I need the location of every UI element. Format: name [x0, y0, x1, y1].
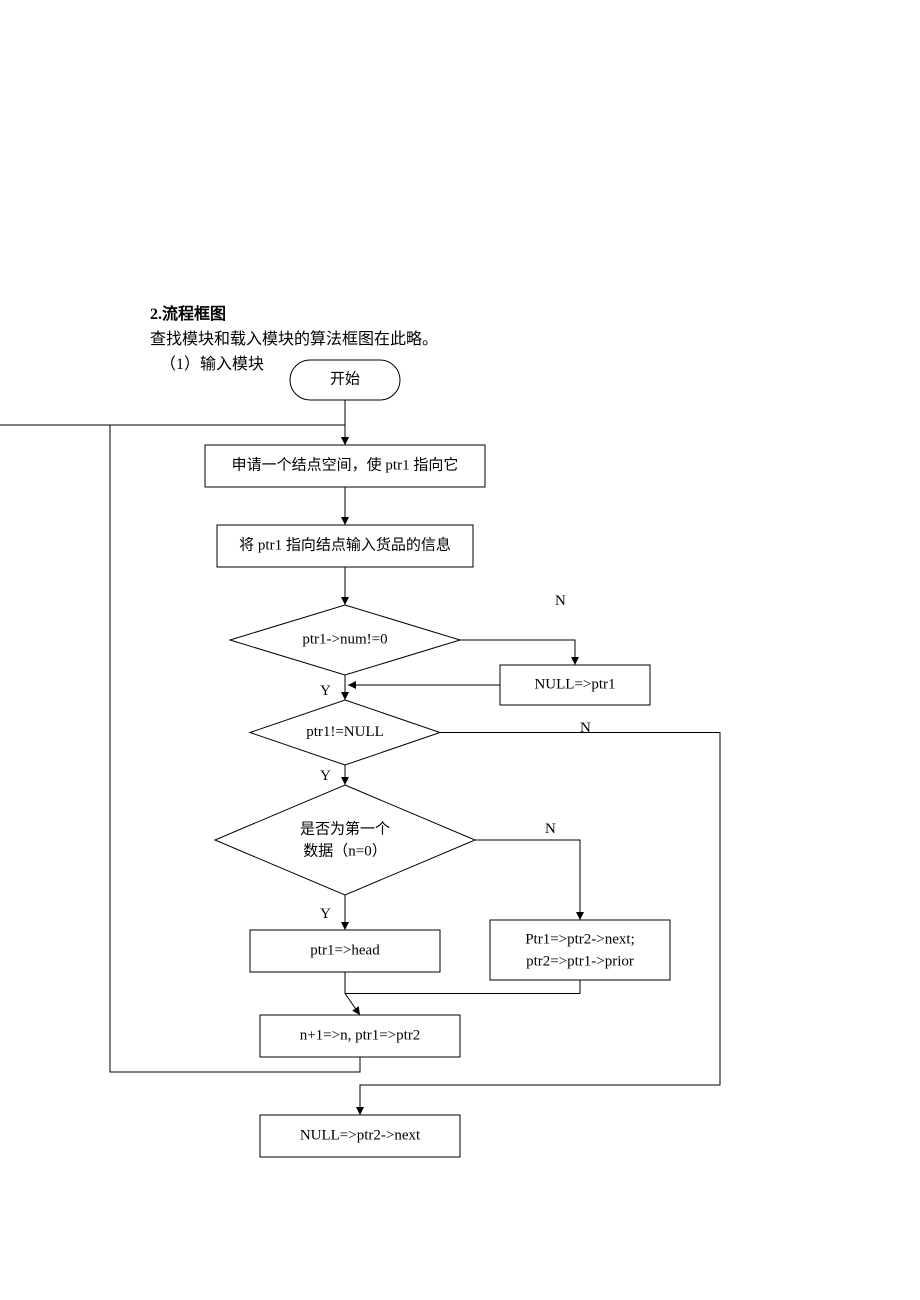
node-input: 将 ptr1 指向结点输入货品的信息 — [217, 525, 473, 567]
svg-text:Ptr1=>ptr2->next;: Ptr1=>ptr2->next; — [525, 931, 635, 947]
flowchart: 开始申请一个结点空间，使 ptr1 指向它将 ptr1 指向结点输入货品的信息 p… — [0, 0, 920, 1300]
svg-text:是否为第一个: 是否为第一个 — [300, 819, 390, 837]
node-start: 开始 — [290, 360, 400, 400]
node-final: NULL=>ptr2->next — [260, 1115, 460, 1157]
node-alloc: 申请一个结点空间，使 ptr1 指向它 — [205, 445, 485, 487]
node-d2: ptr1!=NULL — [250, 700, 440, 765]
svg-text:申请一个结点空间，使 ptr1 指向它: 申请一个结点空间，使 ptr1 指向它 — [232, 455, 459, 473]
svg-text:NULL=>ptr2->next: NULL=>ptr2->next — [300, 1127, 421, 1143]
label-d2_Y: Y — [320, 768, 331, 784]
svg-text:NULL=>ptr1: NULL=>ptr1 — [534, 676, 615, 692]
node-inc: n+1=>n, ptr1=>ptr2 — [260, 1015, 460, 1057]
label-d2_N: N — [580, 720, 591, 736]
svg-text:数据（n=0）: 数据（n=0） — [303, 842, 386, 859]
node-head: ptr1=>head — [250, 930, 440, 972]
svg-text:将 ptr1 指向结点输入货品的信息: 将 ptr1 指向结点输入货品的信息 — [239, 536, 451, 553]
label-d1_N: N — [555, 593, 566, 609]
flow-nodes: 开始申请一个结点空间，使 ptr1 指向它将 ptr1 指向结点输入货品的信息 p… — [205, 360, 670, 1157]
label-d3_Y: Y — [320, 906, 331, 922]
node-link: Ptr1=>ptr2->next; ptr2=>ptr1->prior — [490, 920, 670, 980]
flow-edges — [0, 400, 720, 1115]
svg-text:n+1=>n, ptr1=>ptr2: n+1=>n, ptr1=>ptr2 — [300, 1027, 421, 1043]
page-canvas: 2.流程框图 查找模块和载入模块的算法框图在此略。 （1）输入模块 开始申请一个… — [0, 0, 920, 1300]
node-setnull: NULL=>ptr1 — [500, 665, 650, 705]
svg-text:ptr2=>ptr1->prior: ptr2=>ptr1->prior — [526, 953, 634, 969]
svg-text:ptr1=>head: ptr1=>head — [310, 942, 380, 958]
svg-text:ptr1->num!=0: ptr1->num!=0 — [302, 631, 387, 647]
node-d1: ptr1->num!=0 — [230, 605, 460, 675]
label-d1_Y: Y — [320, 683, 331, 699]
svg-text:开始: 开始 — [330, 370, 360, 387]
label-d3_N: N — [545, 821, 556, 837]
svg-text:ptr1!=NULL: ptr1!=NULL — [306, 724, 384, 740]
node-d3: 是否为第一个数据（n=0） — [215, 785, 475, 895]
